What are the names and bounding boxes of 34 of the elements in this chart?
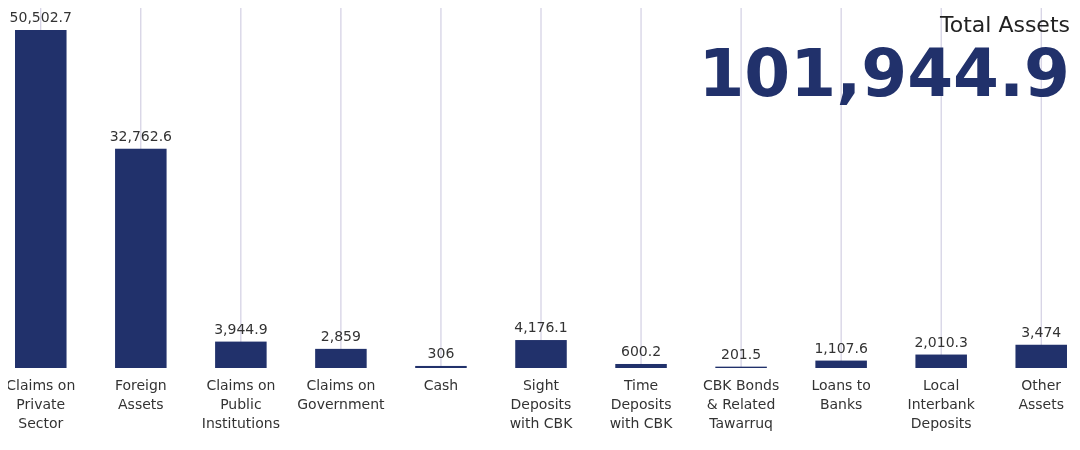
data-label: 2,859	[320, 327, 361, 344]
chart-subtitle: 101,944.9	[698, 35, 1070, 112]
bar	[515, 340, 567, 368]
x-tick-label: Local Interbank Deposits	[907, 377, 976, 431]
bar	[215, 341, 267, 368]
x-tick-label: Loans to Banks	[811, 377, 871, 412]
data-label: 600.2	[621, 342, 662, 359]
x-tick-label: Other Assets	[1018, 377, 1065, 412]
chart-title: Total Assets	[939, 12, 1070, 37]
data-label: 201.5	[721, 345, 762, 362]
data-label: 2,010.3	[914, 333, 968, 350]
x-tick-label: Foreign Assets	[114, 377, 167, 412]
x-tick-label: CBK Bonds & Related Tawarruq	[702, 377, 780, 431]
data-label: 1,107.6	[814, 339, 868, 356]
bar	[915, 354, 967, 368]
x-tick-label: Claims on Government	[297, 377, 386, 412]
data-label: 3,944.9	[214, 320, 268, 337]
x-tick-label: Time Deposits with CBK	[609, 377, 674, 431]
x-tick-label: Claims on Private Sector	[6, 377, 76, 431]
bar	[1015, 344, 1067, 368]
data-label: 32,762.6	[109, 127, 173, 144]
bar	[15, 30, 67, 368]
x-tick-label: Sight Deposits with CBK	[509, 377, 574, 431]
data-label: 4,176.1	[514, 319, 568, 336]
data-label: 306	[427, 344, 455, 361]
bar	[815, 360, 867, 368]
x-tick-label: Cash	[423, 377, 459, 393]
data-label: 50,502.7	[9, 9, 72, 25]
bar	[315, 348, 367, 368]
bar	[415, 365, 467, 368]
bar	[615, 363, 667, 368]
bar	[115, 148, 167, 368]
data-label: 3,474	[1021, 323, 1062, 340]
x-tick-label: Claims on Public Institutions	[201, 377, 280, 431]
